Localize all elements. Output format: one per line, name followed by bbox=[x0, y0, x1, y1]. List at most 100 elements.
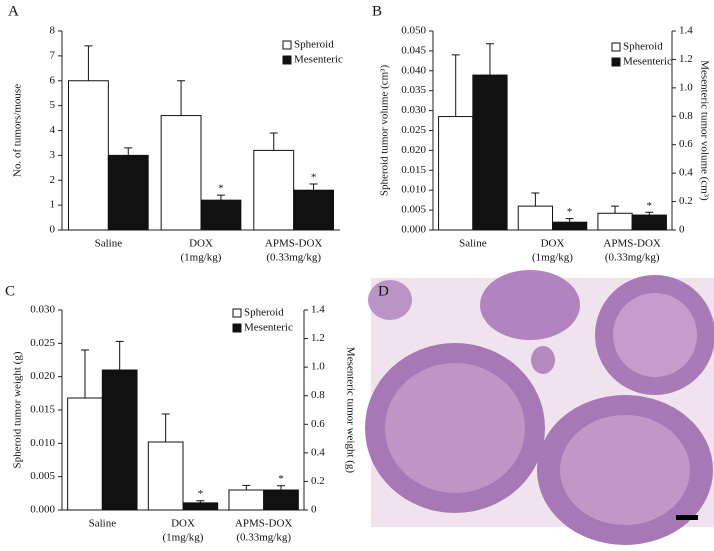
error-bar bbox=[196, 500, 205, 503]
spheroid bbox=[531, 346, 555, 374]
legend-swatch bbox=[232, 323, 242, 333]
error-bar bbox=[216, 194, 225, 201]
histology-image: D bbox=[365, 270, 714, 545]
error-bar bbox=[242, 484, 251, 490]
y-tick-label: 7 bbox=[50, 49, 56, 61]
y-tick-label: 0.050 bbox=[401, 25, 426, 37]
y-tick-label: 0.020 bbox=[401, 144, 426, 156]
x-tick-label: (1mg/kg) bbox=[181, 252, 222, 264]
significance-mark: * bbox=[278, 473, 284, 485]
legend-swatch bbox=[611, 57, 621, 67]
x-tick-label: DOX bbox=[189, 238, 213, 250]
y2-tick-label: 1.4 bbox=[311, 304, 325, 316]
y2-tick-label: 0.6 bbox=[311, 418, 325, 430]
error-bar bbox=[485, 43, 494, 76]
panel-label: D bbox=[378, 283, 389, 299]
y2-tick-label: 1.4 bbox=[679, 25, 693, 37]
spheroid-core bbox=[560, 415, 690, 525]
y2-tick-label: 0.2 bbox=[679, 195, 693, 207]
error-bar bbox=[269, 132, 278, 151]
y2-tick-label: 0.8 bbox=[311, 389, 325, 401]
spheroid-core bbox=[385, 363, 525, 493]
y2-tick-label: 1.2 bbox=[679, 53, 693, 65]
error-bar bbox=[277, 485, 286, 490]
y-tick-label: 0.010 bbox=[30, 437, 55, 449]
y-axis-label: No. of tumors/mouse bbox=[12, 84, 24, 177]
bar bbox=[101, 369, 138, 511]
bar bbox=[182, 502, 219, 511]
error-bar bbox=[115, 340, 124, 370]
y-tick-label: 0.005 bbox=[30, 470, 55, 482]
y-tick-label: 5 bbox=[50, 99, 56, 111]
x-tick-label: APMS-DOX bbox=[603, 238, 661, 250]
bar bbox=[253, 149, 295, 231]
x-tick-label: (1mg/kg) bbox=[163, 532, 204, 544]
bar bbox=[228, 489, 265, 511]
legend-label: Mesenteric bbox=[294, 54, 343, 66]
x-tick-label: Saline bbox=[89, 518, 117, 530]
bar bbox=[200, 199, 242, 231]
y-tick-label: 4 bbox=[50, 124, 56, 136]
y-tick-label: 6 bbox=[50, 74, 56, 86]
error-bar bbox=[124, 147, 133, 156]
y-axis-label: Spheroid tumor volume (cm³) bbox=[379, 65, 391, 197]
x-tick-label: APMS-DOX bbox=[265, 238, 323, 250]
y2-tick-label: 1.0 bbox=[311, 361, 325, 373]
bar bbox=[263, 489, 299, 511]
panel-label: B bbox=[372, 3, 382, 19]
x-tick-label: APMS-DOX bbox=[235, 518, 293, 530]
spheroid-core bbox=[613, 293, 697, 377]
x-tick-label: DOX bbox=[541, 238, 565, 250]
significance-mark: * bbox=[567, 206, 573, 218]
legend-swatch bbox=[232, 308, 242, 318]
error-bar bbox=[80, 349, 89, 398]
error-bar bbox=[451, 54, 460, 117]
legend-label: Spheroid bbox=[623, 41, 663, 53]
x-tick-label: (0.33mg/kg) bbox=[605, 252, 660, 264]
bar bbox=[107, 154, 149, 231]
legend-label: Mesenteric bbox=[623, 56, 672, 68]
panel-label: A bbox=[8, 3, 19, 19]
y-tick-label: 0.040 bbox=[401, 64, 426, 76]
bar bbox=[472, 74, 508, 231]
error-bar bbox=[84, 45, 93, 81]
scale-bar bbox=[676, 515, 698, 520]
y-tick-label: 0.030 bbox=[401, 104, 426, 116]
error-bar bbox=[531, 192, 540, 207]
y2-axis-label: Mesenteric tumor weight (g) bbox=[344, 347, 356, 473]
bar bbox=[597, 212, 633, 231]
legend-swatch bbox=[282, 55, 292, 65]
y-tick-label: 2 bbox=[50, 174, 56, 186]
error-bar bbox=[645, 211, 654, 216]
error-bar bbox=[309, 183, 318, 191]
y-tick-label: 0 bbox=[50, 224, 56, 236]
x-tick-label: (0.33mg/kg) bbox=[236, 532, 291, 544]
bar bbox=[293, 189, 335, 231]
bar bbox=[147, 441, 184, 511]
legend-swatch bbox=[611, 42, 621, 52]
y2-tick-label: 0.8 bbox=[679, 110, 693, 122]
significance-mark: * bbox=[647, 200, 653, 212]
y2-tick-label: 0 bbox=[679, 224, 685, 236]
bar bbox=[438, 116, 474, 231]
y-tick-label: 3 bbox=[50, 149, 56, 161]
x-tick-label: Saline bbox=[459, 238, 487, 250]
y-tick-label: 0.000 bbox=[401, 224, 426, 236]
y2-tick-label: 0.6 bbox=[679, 138, 693, 150]
significance-mark: * bbox=[198, 488, 204, 500]
x-tick-label: (0.33mg/kg) bbox=[266, 252, 321, 264]
y-tick-label: 0.015 bbox=[30, 404, 55, 416]
y-tick-label: 0.020 bbox=[30, 370, 55, 382]
y2-tick-label: 0 bbox=[311, 504, 317, 516]
x-tick-label: DOX bbox=[171, 518, 195, 530]
y-tick-label: 0.045 bbox=[401, 44, 426, 56]
y-tick-label: 0.035 bbox=[401, 84, 426, 96]
y2-tick-label: 1.0 bbox=[679, 81, 693, 93]
bar bbox=[67, 80, 109, 231]
legend-label: Spheroid bbox=[294, 39, 334, 51]
y-tick-label: 0.010 bbox=[401, 184, 426, 196]
error-bar bbox=[177, 80, 186, 116]
y2-tick-label: 0.2 bbox=[311, 475, 325, 487]
y-tick-label: 0.015 bbox=[401, 164, 426, 176]
